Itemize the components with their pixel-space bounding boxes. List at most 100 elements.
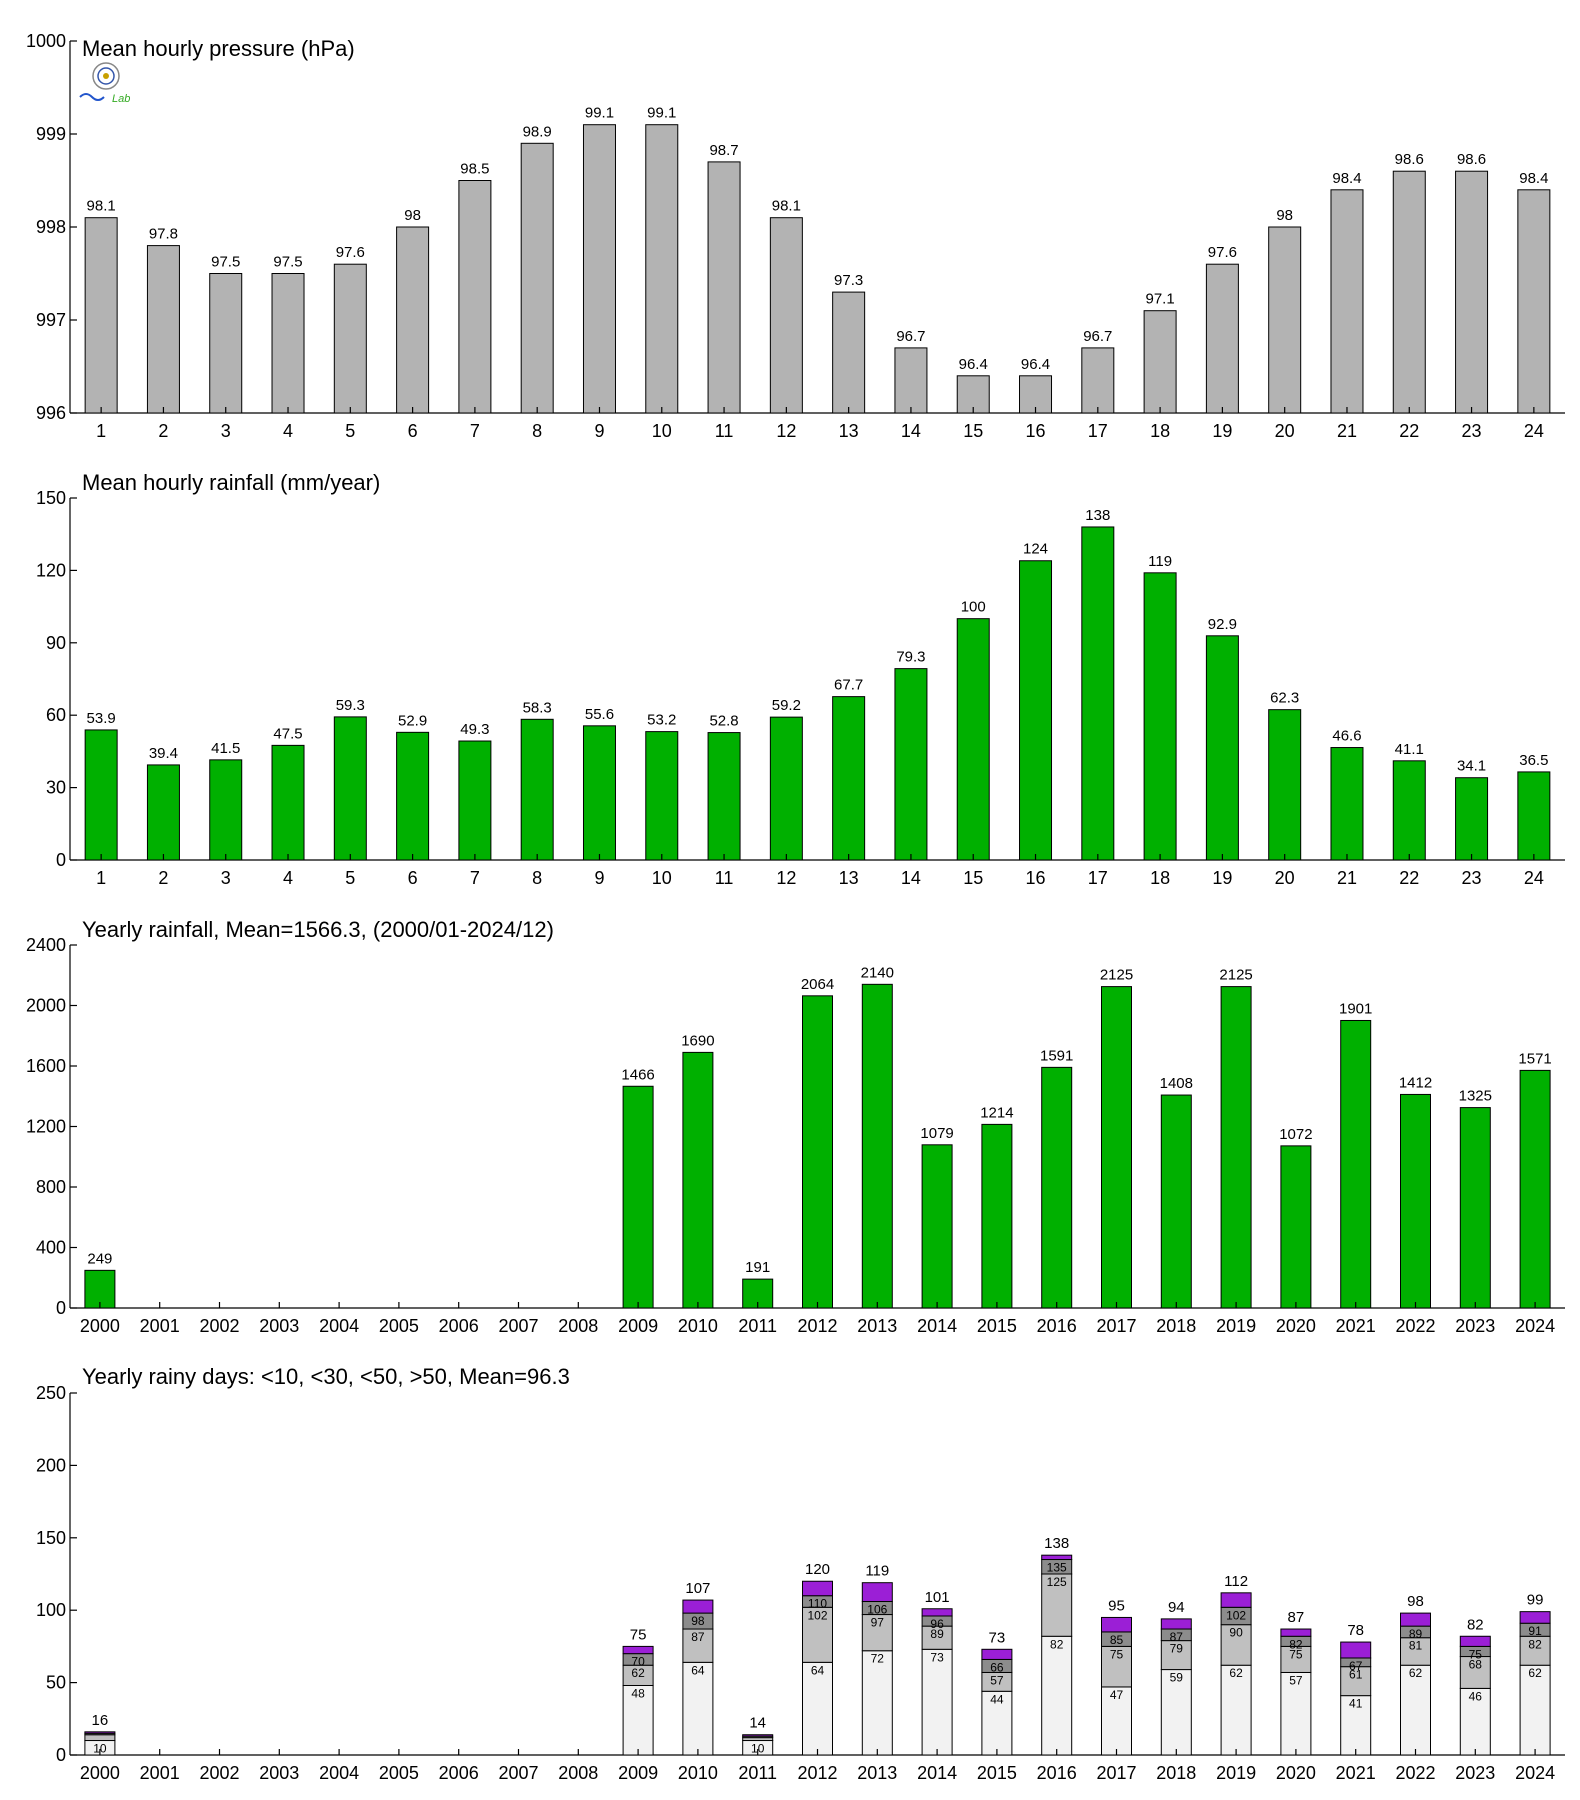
- bar-segment-gt50: [921, 1608, 953, 1617]
- bar: [520, 142, 554, 414]
- data-label: 97.5: [273, 254, 302, 271]
- bar-segment-lt10: [802, 1661, 833, 1756]
- data-label: 97.1: [1146, 291, 1175, 308]
- x-tick-label: 2014: [917, 1316, 957, 1336]
- segment-label: 44: [990, 1692, 1004, 1706]
- x-tick-label: 2019: [1216, 1763, 1256, 1783]
- pressure-chart: Mean hourly pressure (hPa) Lab 996997998…: [26, 31, 1565, 441]
- bar-segment-lt10: [1519, 1664, 1551, 1756]
- bar: [333, 716, 367, 861]
- x-tick-label: 2023: [1455, 1316, 1495, 1336]
- segment-label: 67: [1349, 1659, 1363, 1673]
- y-tick-label: 30: [46, 778, 66, 798]
- x-tick-label: 2003: [259, 1316, 299, 1336]
- x-tick-label: 11: [715, 868, 734, 888]
- bar-segment-gt50: [84, 1731, 116, 1734]
- data-label: 98.6: [1395, 151, 1424, 168]
- y-tick-label: 997: [36, 310, 66, 330]
- bar: [894, 347, 928, 414]
- y-tick-label: 200: [36, 1455, 66, 1475]
- bar: [1160, 1094, 1192, 1309]
- data-label: 67.7: [834, 677, 863, 694]
- data-label: 73: [989, 1629, 1006, 1646]
- data-label: 52.8: [709, 713, 738, 730]
- bar-segment-gt50: [1519, 1611, 1551, 1624]
- segment-label: 90: [1229, 1626, 1243, 1640]
- bar-segment-lt10: [921, 1648, 953, 1756]
- x-tick-label: 2010: [678, 1316, 718, 1336]
- segment-label: 81: [1409, 1639, 1423, 1653]
- segment-label: 106: [867, 1603, 887, 1617]
- data-label: 96.4: [959, 356, 988, 373]
- x-tick-label: 21: [1337, 868, 1357, 888]
- bar-segment-lt10: [1459, 1687, 1491, 1756]
- bar: [1517, 189, 1551, 414]
- bar-segment-gt50: [861, 1582, 893, 1603]
- data-label: 98.4: [1332, 170, 1361, 187]
- bar: [1019, 375, 1053, 414]
- segment-label: 62: [1528, 1666, 1542, 1680]
- data-label: 119: [1148, 553, 1172, 570]
- x-tick-label: 2023: [1455, 1763, 1495, 1783]
- x-tick-label: 2009: [618, 1763, 658, 1783]
- y-tick-label: 60: [46, 705, 66, 725]
- data-label: 53.2: [647, 712, 676, 729]
- data-label: 98.9: [523, 123, 552, 140]
- bar: [1392, 170, 1426, 414]
- bar: [209, 759, 243, 861]
- segment-label: 66: [990, 1660, 1004, 1674]
- data-label: 99.1: [647, 105, 676, 122]
- segment-label: 41: [1349, 1697, 1363, 1711]
- segment-label: 82: [1050, 1637, 1064, 1651]
- bar: [1400, 1093, 1431, 1309]
- bar: [1143, 572, 1177, 861]
- bar: [1340, 1019, 1372, 1309]
- bar: [84, 1269, 116, 1309]
- x-tick-label: 2008: [558, 1316, 598, 1336]
- data-label: 1079: [920, 1125, 953, 1142]
- data-label: 138: [1044, 1535, 1069, 1552]
- y-tick-label: 150: [36, 1528, 66, 1548]
- bar: [1081, 347, 1115, 414]
- segment-label: 57: [990, 1673, 1004, 1687]
- y-tick-label: 400: [36, 1238, 66, 1258]
- data-label: 1325: [1459, 1088, 1492, 1105]
- chart-title: Yearly rainfall, Mean=1566.3, (2000/01-2…: [82, 917, 554, 942]
- x-tick-label: 22: [1399, 868, 1419, 888]
- x-tick-label: 10: [652, 421, 672, 441]
- data-label: 41.5: [211, 740, 240, 757]
- data-label: 75: [630, 1626, 647, 1643]
- y-tick-label: 0: [56, 850, 66, 870]
- data-label: 16: [92, 1712, 109, 1729]
- segment-label: 62: [1229, 1666, 1243, 1680]
- x-tick-label: 2017: [1096, 1316, 1136, 1336]
- x-tick-label: 2011: [738, 1763, 777, 1783]
- x-tick-label: 2022: [1395, 1763, 1435, 1783]
- x-tick-label: 2020: [1276, 1763, 1316, 1783]
- segment-label: 62: [631, 1666, 645, 1680]
- data-label: 62.3: [1270, 690, 1299, 707]
- data-label: 59.3: [336, 697, 365, 714]
- chart-title: Mean hourly rainfall (mm/year): [82, 470, 380, 495]
- bar: [396, 226, 430, 414]
- bar: [861, 983, 893, 1309]
- segment-label: 75: [1110, 1647, 1124, 1661]
- data-label: 112: [1224, 1573, 1248, 1590]
- segment-label: 85: [1110, 1633, 1124, 1647]
- data-label: 96.7: [1083, 328, 1112, 345]
- bar-segment-lt10: [1340, 1695, 1372, 1756]
- x-tick-label: 2022: [1395, 1316, 1435, 1336]
- bar: [146, 764, 180, 861]
- x-tick-label: 1: [96, 421, 106, 441]
- segment-label: 62: [1409, 1666, 1423, 1680]
- data-label: 49.3: [460, 721, 489, 738]
- segment-label: 89: [1409, 1627, 1423, 1641]
- data-label: 47.5: [273, 725, 302, 742]
- segment-label: 82: [1289, 1637, 1303, 1651]
- bar: [1205, 263, 1239, 414]
- bar: [1205, 635, 1239, 861]
- bar-segment-lt30: [1519, 1635, 1551, 1666]
- x-tick-label: 2013: [857, 1763, 897, 1783]
- data-label: 98: [1407, 1593, 1424, 1610]
- bar-segment-lt10: [1160, 1669, 1192, 1756]
